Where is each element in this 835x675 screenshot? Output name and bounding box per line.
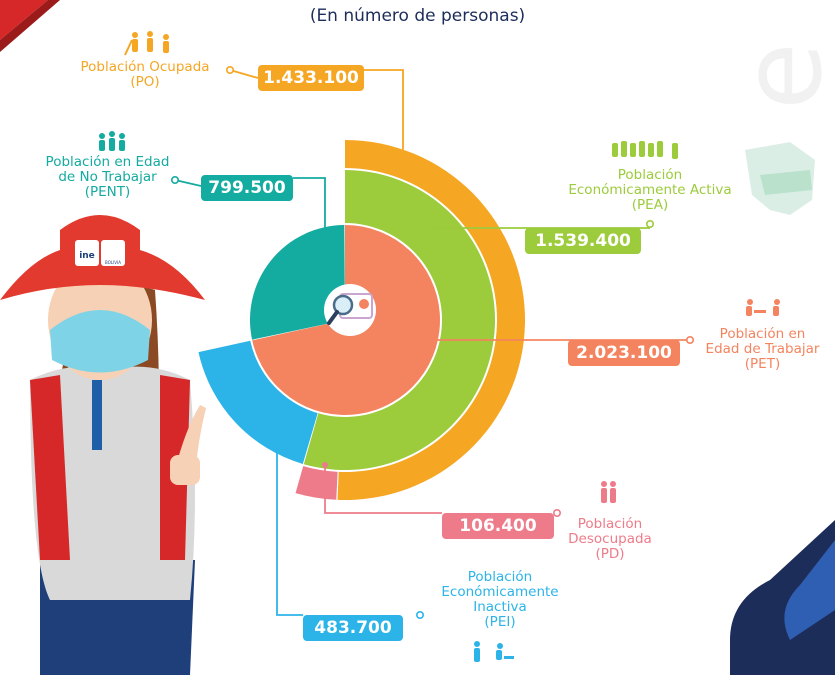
leader-end-dot [274, 402, 280, 408]
unemployed-icon [601, 481, 616, 503]
label-pea-line3: (PEA) [631, 197, 669, 213]
leader-start-dot [226, 66, 235, 75]
bolivia-map-icon [745, 142, 815, 215]
corner-decoration-bottom [730, 520, 835, 675]
corner-decoration-bottom-blue [784, 540, 835, 640]
label-pea-line2: Económicamente Activa [568, 182, 732, 198]
value-pent: 799.500 [201, 175, 293, 201]
label-pet-line3: (PET) [744, 356, 781, 372]
label-pea-line1: Población [617, 167, 683, 183]
value-pet: 2.023.100 [568, 340, 680, 366]
label-pent-line3: (PENT) [84, 184, 131, 200]
label-po-line1: Población Ocupada [80, 59, 210, 75]
mascot-illustration: ine BOLIVIA [0, 215, 206, 675]
ring-segment-pea [303, 170, 495, 470]
leader-end-dot [322, 462, 328, 468]
leader-start-dot [415, 610, 424, 619]
hat-logo-text: ine [79, 251, 95, 261]
hat-logo-country: BOLIVIA [105, 260, 121, 265]
leader-start-dot [645, 220, 654, 229]
value-pei: 483.700 [303, 615, 403, 641]
value-pea: 1.539.400 [525, 228, 641, 254]
label-po: Población Ocupada (PO) [60, 60, 230, 90]
leader-end-dot [427, 225, 433, 231]
label-pei-line4: (PEI) [484, 614, 516, 630]
leader-line [293, 177, 326, 245]
ring-segment-pei [198, 340, 318, 464]
label-pei: Población Económicamente Inactiva (PEI) [430, 570, 570, 630]
leader-start-dot [552, 508, 561, 517]
leader-line [364, 69, 404, 168]
watermark: e [718, 42, 835, 110]
leader-end-dot [397, 337, 403, 343]
ring-segment-po [337, 140, 526, 501]
leader-start-dot [685, 335, 694, 344]
value-pd: 106.400 [442, 513, 554, 539]
label-pet-line2: Edad de Trabajar [705, 341, 820, 357]
magnifier-icon [332, 294, 354, 316]
leader-start-dot [171, 176, 180, 185]
magnifier-handle-icon [327, 310, 339, 325]
leader-end-dot [322, 242, 328, 248]
corner-decoration-dark [0, 0, 60, 52]
workers-icon [124, 31, 169, 56]
label-pd: Población Desocupada (PD) [555, 517, 665, 562]
label-pei-line3: Inactiva [473, 599, 527, 615]
label-pd-line3: (PD) [595, 546, 625, 562]
label-pent-line1: Población en Edad [45, 154, 170, 170]
label-pea: Población Económicamente Activa (PEA) [555, 168, 745, 213]
label-po-line2: (PO) [130, 74, 160, 90]
leader-line [174, 179, 202, 187]
children-icon [99, 131, 125, 151]
crowd-icon [612, 141, 678, 159]
label-pei-line2: Económicamente [441, 584, 559, 600]
value-po: 1.433.100 [258, 65, 364, 91]
desk-worker-icon [746, 299, 780, 316]
label-pd-line1: Población [577, 516, 643, 532]
leader-line [276, 405, 303, 616]
leader-end-dot [400, 165, 406, 171]
ring-segment-pd [295, 466, 338, 500]
label-pent-line2: de No Trabajar [58, 169, 157, 185]
label-pd-line2: Desocupada [568, 531, 652, 547]
leader-line [324, 465, 442, 514]
label-pei-line1: Población [467, 569, 533, 585]
label-pet-line1: Población en [719, 326, 806, 342]
label-pet: Población en Edad de Trabajar (PET) [690, 327, 835, 372]
chart-subtitle: (En número de personas) [309, 6, 526, 26]
label-pent: Población en Edad de No Trabajar (PENT) [30, 155, 185, 200]
leader-line [229, 69, 259, 79]
inactive-people-icon [474, 641, 514, 662]
id-card-photo-icon [359, 299, 369, 309]
ring-segment-pent [250, 225, 345, 340]
